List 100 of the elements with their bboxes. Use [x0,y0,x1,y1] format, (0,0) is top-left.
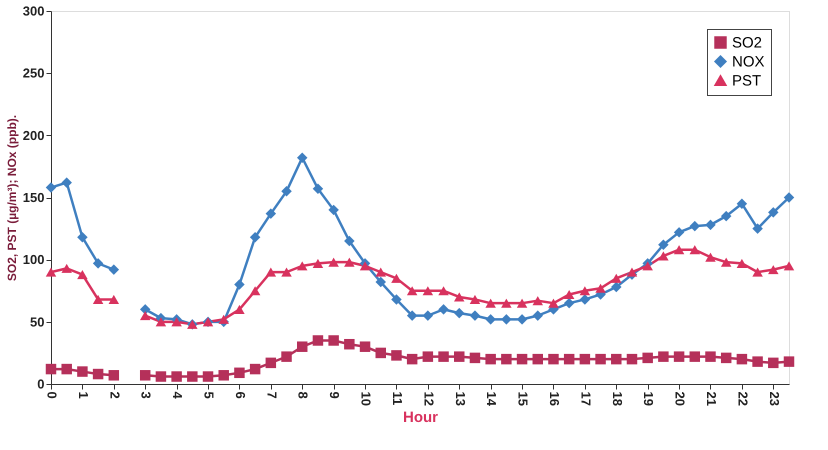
point [77,232,88,243]
point [690,245,700,254]
y-axis-title: SO2, PST (µg/m³); NOx (ppb). [4,114,19,282]
point [642,261,653,270]
point [344,236,355,246]
point [752,223,763,234]
point [674,227,684,238]
point [92,368,104,380]
point [658,251,669,260]
point [360,341,370,352]
y-tick-label: 250 [22,66,44,81]
point [705,252,716,262]
point [202,371,214,382]
point [266,208,276,219]
point [438,304,449,315]
x-tick-label: 17 [578,392,594,406]
point [438,286,449,296]
y-tick-label: 200 [22,128,44,143]
point [658,351,669,362]
point [406,310,418,321]
point [470,310,480,321]
point [595,284,606,293]
point [626,268,638,277]
point [564,290,574,300]
point [784,192,794,203]
x-tick-label: 13 [452,392,468,406]
x-tick-label: 7 [264,392,280,399]
y-tick-label: 100 [22,252,44,268]
legend-label: PST [732,72,762,90]
point [580,294,590,305]
point [312,184,324,194]
x-tick-label: 10 [358,392,374,406]
point [391,350,402,361]
point [281,186,292,197]
x-tick-label: 3 [138,392,154,399]
point [768,265,779,274]
point [752,356,763,367]
point [46,364,56,374]
point [281,268,292,277]
point [46,182,56,193]
point [156,317,166,326]
point [516,298,528,308]
point [690,220,700,232]
point [92,258,104,269]
point [312,258,324,268]
point [218,370,229,381]
point [296,261,308,270]
point [784,261,794,270]
point [376,348,386,358]
point [250,286,260,296]
y-tick-label: 50 [30,314,44,330]
point [485,298,496,308]
point [752,268,763,277]
point [108,264,120,275]
point [595,354,606,364]
point [454,308,464,318]
y-tick-label: 300 [22,4,44,18]
point [705,220,716,230]
point [312,335,324,346]
x-tick-label: 1 [76,392,91,399]
point [234,368,245,378]
x-tick-label: 15 [516,392,531,406]
x-tick-label: 19 [641,392,656,406]
point [156,371,166,382]
point [720,258,732,267]
x-tick-label: 11 [390,392,405,406]
point [658,240,669,250]
point [77,366,88,377]
point [108,294,120,304]
point [234,304,245,314]
x-tick-label: 16 [546,392,562,406]
x-tick-label: 4 [170,392,186,400]
point [376,276,386,288]
point [376,268,386,277]
point [344,258,355,267]
point [296,341,308,352]
point [736,198,748,209]
point [674,351,684,362]
point [564,354,574,364]
point [422,286,434,296]
point [422,351,434,362]
point [485,314,496,325]
x-axis-title: Hour [403,408,438,426]
point [454,351,464,362]
point [720,352,732,364]
legend-label: SO2 [732,34,762,52]
point [61,264,72,273]
legend-label: NOX [732,54,765,70]
y-tick-label: 150 [22,190,44,205]
point [611,282,622,292]
point [768,358,779,368]
x-tick-label: 9 [327,392,342,399]
x-tick-label: 18 [610,392,625,406]
point [250,364,260,374]
x-tick-label: 5 [202,392,217,399]
point [422,310,434,321]
x-tick-label: 0 [44,392,60,399]
point [720,210,732,222]
x-tick-label: 8 [296,392,311,399]
x-tick-label: 2 [107,392,122,399]
